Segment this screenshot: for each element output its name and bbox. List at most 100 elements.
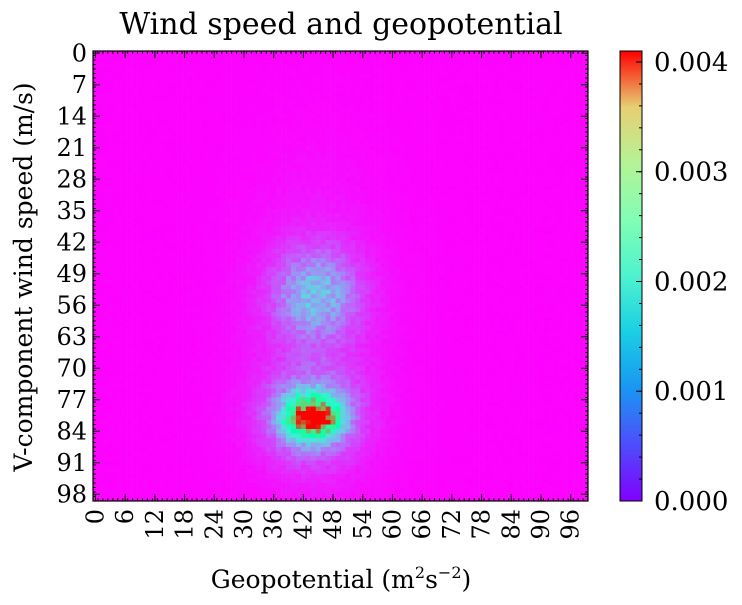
- heatmap-cell: [310, 55, 317, 61]
- heatmap-cell: [142, 181, 148, 187]
- heatmap-cell: [503, 51, 510, 56]
- heatmap-cell: [543, 105, 549, 110]
- heatmap-cell: [291, 141, 297, 146]
- heatmap-cell: [523, 271, 529, 277]
- heatmap-cell: [216, 91, 222, 97]
- heatmap-cell: [167, 127, 173, 133]
- heatmap-cell: [112, 60, 119, 65]
- heatmap-cell: [479, 82, 485, 88]
- heatmap-cell: [449, 150, 455, 155]
- heatmap-cell: [276, 132, 282, 137]
- heatmap-cell: [350, 226, 356, 232]
- heatmap-cell: [419, 154, 425, 160]
- heatmap-cell: [107, 87, 114, 92]
- heatmap-cell: [216, 271, 222, 277]
- heatmap-cell: [484, 159, 490, 164]
- heatmap-cell: [291, 64, 297, 70]
- heatmap-cell: [182, 208, 188, 214]
- heatmap-cell: [256, 253, 262, 259]
- heatmap-cell: [533, 271, 539, 277]
- heatmap-cell: [583, 78, 589, 83]
- heatmap-cell: [211, 150, 218, 155]
- heatmap-cell: [385, 118, 391, 124]
- heatmap-cell: [563, 105, 569, 110]
- heatmap-cell: [236, 55, 242, 61]
- heatmap-cell: [266, 132, 272, 137]
- heatmap-cell: [454, 127, 460, 133]
- heatmap-cell: [563, 262, 569, 268]
- heatmap-cell: [192, 163, 198, 169]
- heatmap-cell: [434, 172, 440, 178]
- heatmap-cell: [281, 177, 287, 182]
- heatmap-cell: [266, 127, 272, 133]
- heatmap-cell: [320, 222, 326, 227]
- heatmap-cell: [256, 190, 262, 196]
- heatmap-cell: [409, 186, 416, 191]
- heatmap-cell: [573, 163, 579, 169]
- heatmap-cell: [350, 114, 356, 119]
- heatmap-cell: [439, 82, 445, 88]
- heatmap-cell: [226, 217, 232, 223]
- heatmap-cell: [573, 132, 579, 137]
- heatmap-cell: [434, 55, 440, 61]
- heatmap-cell: [464, 190, 470, 196]
- heatmap-cell: [498, 69, 505, 74]
- heatmap-cell: [474, 253, 480, 259]
- heatmap-cell: [122, 186, 128, 191]
- heatmap-cell: [330, 159, 336, 164]
- heatmap-cell: [360, 150, 366, 155]
- heatmap-cell: [394, 235, 401, 241]
- heatmap-cell: [370, 262, 376, 268]
- heatmap-cell: [305, 217, 312, 223]
- heatmap-cell: [469, 226, 475, 232]
- heatmap-cell: [464, 69, 470, 74]
- heatmap-cell: [221, 141, 227, 146]
- heatmap-cell: [251, 87, 257, 92]
- heatmap-cell: [286, 82, 292, 88]
- heatmap-cell: [291, 154, 297, 160]
- heatmap-cell: [231, 217, 237, 223]
- heatmap-cell: [122, 163, 128, 169]
- heatmap-cell: [147, 69, 153, 74]
- heatmap-cell: [390, 181, 396, 187]
- heatmap-cell: [533, 145, 539, 151]
- heatmap-cell: [543, 244, 549, 250]
- heatmap-cell: [503, 235, 510, 241]
- heatmap-cell: [434, 159, 440, 164]
- heatmap-cell: [152, 267, 158, 272]
- heatmap-cell: [295, 109, 302, 115]
- heatmap-cell: [484, 60, 490, 65]
- heatmap-cell: [177, 253, 183, 259]
- heatmap-cell: [553, 105, 559, 110]
- heatmap-cell: [231, 100, 237, 106]
- heatmap-cell: [320, 159, 326, 164]
- heatmap-cell: [177, 172, 183, 178]
- heatmap-cell: [449, 87, 455, 92]
- heatmap-cell: [310, 240, 317, 245]
- heatmap-cell: [444, 186, 450, 191]
- heatmap-cell: [558, 177, 564, 182]
- heatmap-cell: [449, 168, 455, 173]
- heatmap-cell: [459, 240, 465, 245]
- heatmap-cell: [93, 222, 99, 227]
- heatmap-cell: [291, 208, 297, 214]
- heatmap-cell: [172, 235, 178, 241]
- heatmap-cell: [548, 69, 554, 74]
- heatmap-cell: [533, 123, 539, 128]
- heatmap-cell: [93, 136, 99, 142]
- heatmap-cell: [187, 217, 193, 223]
- heatmap-cell: [251, 136, 257, 142]
- heatmap-cell: [454, 249, 460, 254]
- heatmap-cell: [112, 231, 119, 236]
- heatmap-cell: [320, 55, 326, 61]
- heatmap-cell: [256, 73, 262, 79]
- heatmap-cell: [112, 96, 119, 101]
- heatmap-cell: [380, 217, 386, 223]
- heatmap-cell: [221, 96, 227, 101]
- heatmap-cell: [394, 132, 401, 137]
- heatmap-cell: [479, 267, 485, 272]
- heatmap-cell: [404, 141, 411, 146]
- heatmap-cell: [261, 127, 267, 133]
- heatmap-cell: [553, 186, 559, 191]
- heatmap-cell: [241, 73, 247, 79]
